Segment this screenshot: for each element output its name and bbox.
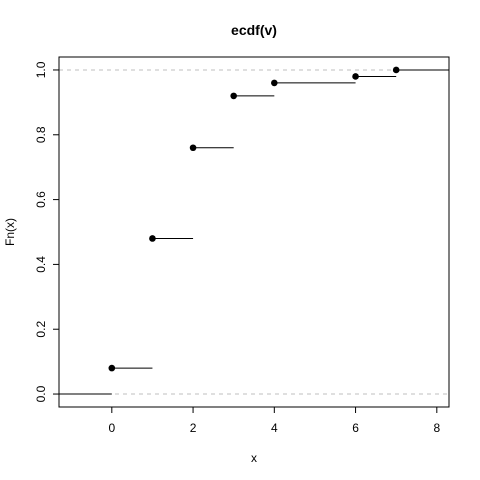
x-axis-label: x xyxy=(251,451,257,465)
data-point-3 xyxy=(230,92,237,100)
data-point-2 xyxy=(189,144,197,152)
x-tick-label-2: 4 xyxy=(271,421,278,435)
x-tick-label-4: 8 xyxy=(433,421,440,435)
plot-area xyxy=(59,66,449,395)
y-tick-label-3: 0.6 xyxy=(34,191,48,208)
x-tick-label-0: 0 xyxy=(108,421,115,435)
data-point-5 xyxy=(352,73,359,80)
y-tick-label-2: 0.4 xyxy=(34,256,48,273)
y-tick-label-5: 1.0 xyxy=(34,61,48,78)
data-point-0 xyxy=(108,364,116,372)
data-point-4 xyxy=(271,79,278,87)
y-axis: 0.0 0.2 0.4 0.6 0.8 1.0 xyxy=(34,61,60,402)
data-point-6 xyxy=(392,66,400,74)
x-tick-label-3: 6 xyxy=(352,421,359,435)
y-tick-label-1: 0.2 xyxy=(34,321,48,338)
x-tick-label-1: 2 xyxy=(190,421,197,435)
y-tick-label-4: 0.8 xyxy=(34,126,48,143)
y-tick-label-0: 0.0 xyxy=(34,385,48,402)
y-axis-label: Fn(x) xyxy=(3,218,17,246)
x-axis: 0 2 4 6 8 xyxy=(108,406,440,435)
chart-title: ecdf(v) xyxy=(231,22,277,38)
data-point-1 xyxy=(149,235,156,242)
